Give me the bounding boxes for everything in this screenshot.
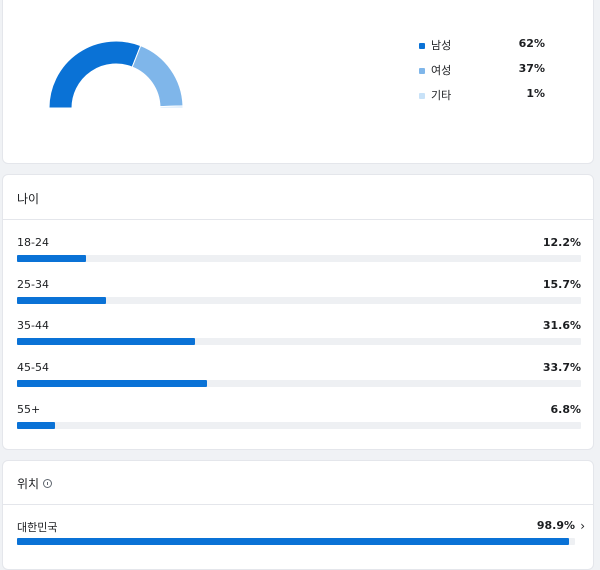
gender-donut-chart — [48, 40, 184, 109]
age-percent-value: 15.7% — [542, 278, 581, 291]
legend-value: 37% — [518, 62, 545, 75]
age-row-25-34: 25-34 15.7% — [17, 278, 581, 314]
legend-swatch-female — [419, 68, 425, 74]
chevron-right-icon[interactable]: › — [580, 519, 585, 533]
legend-item-other: 기타 1% — [415, 87, 545, 112]
gender-legend: 남성 62% 여성 37% 기타 1% — [415, 37, 545, 112]
legend-swatch-male — [419, 43, 425, 49]
age-bar-track — [17, 422, 581, 429]
age-card: 나이 18-24 12.2% 25-34 15.7% 35-44 31.6% 4… — [2, 174, 594, 450]
legend-swatch-other — [419, 93, 425, 99]
legend-value: 62% — [518, 37, 545, 50]
age-percent-value: 31.6% — [542, 319, 581, 332]
age-percent-value: 12.2% — [542, 236, 581, 249]
age-percent-value: 33.7% — [542, 361, 581, 374]
gender-segment-other — [159, 105, 184, 109]
age-range-label: 18-24 — [17, 236, 49, 249]
location-card-divider — [3, 504, 593, 505]
legend-label: 여성 — [431, 64, 452, 77]
age-range-label: 55+ — [17, 403, 41, 416]
age-percent-value: 6.8% — [550, 403, 581, 416]
gender-card: 남성 62% 여성 37% 기타 1% — [2, 0, 594, 164]
age-bar-track — [17, 255, 581, 262]
legend-label: 기타 — [431, 89, 452, 102]
age-card-title: 나이 — [17, 192, 40, 206]
age-bar-fill — [17, 380, 208, 387]
age-bar-fill — [17, 297, 106, 304]
age-bar-fill — [17, 338, 196, 345]
legend-label: 남성 — [431, 39, 452, 52]
location-title-text: 위치 — [17, 477, 40, 491]
country-bar-track — [17, 538, 575, 545]
age-row-55-plus: 55+ 6.8% — [17, 403, 581, 439]
age-row-35-44: 35-44 31.6% — [17, 319, 581, 355]
location-card-title: 위치 — [17, 475, 53, 492]
gender-segment-male — [48, 40, 142, 109]
location-card: 위치 대한민국 98.9% › — [2, 460, 594, 570]
age-row-18-24: 18-24 12.2% — [17, 236, 581, 272]
legend-value: 1% — [526, 87, 545, 100]
gender-segment-female — [131, 45, 184, 108]
country-label: 대한민국 — [17, 521, 58, 534]
age-bar-track — [17, 297, 581, 304]
age-bar-track — [17, 338, 581, 345]
age-range-label: 25-34 — [17, 278, 49, 291]
legend-item-female: 여성 37% — [415, 62, 545, 87]
legend-item-male: 남성 62% — [415, 37, 545, 62]
age-bar-track — [17, 380, 581, 387]
info-icon[interactable] — [43, 479, 53, 488]
age-bar-fill — [17, 255, 86, 262]
age-card-divider — [3, 219, 593, 220]
country-percent-value: 98.9% — [536, 519, 575, 532]
age-range-label: 35-44 — [17, 319, 49, 332]
age-row-45-54: 45-54 33.7% — [17, 361, 581, 397]
location-row-korea[interactable]: 대한민국 98.9% › — [17, 519, 585, 555]
age-bar-fill — [17, 422, 56, 429]
age-range-label: 45-54 — [17, 361, 49, 374]
country-bar-fill — [17, 538, 569, 545]
